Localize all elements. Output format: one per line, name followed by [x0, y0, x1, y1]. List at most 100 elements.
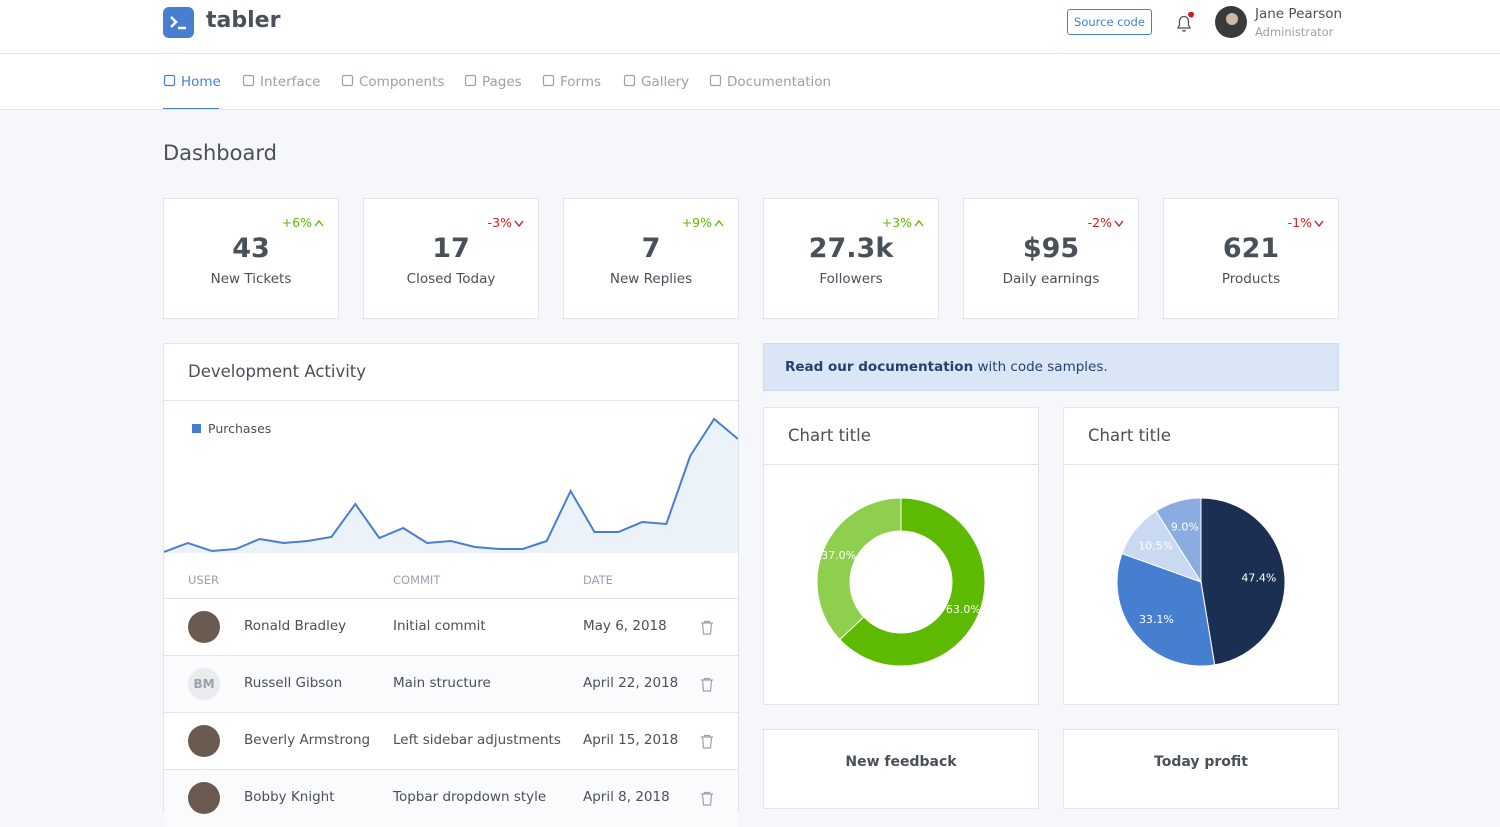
slice-label: 63.0% — [946, 603, 981, 616]
avatar — [188, 611, 220, 643]
icon-shape — [163, 74, 176, 87]
stat-value: 27.3k — [808, 233, 894, 264]
card-title: New feedback — [845, 754, 957, 770]
nav-item[interactable]: Components — [341, 74, 444, 90]
delete-icon[interactable] — [700, 677, 714, 692]
slice-label: 33.1% — [1139, 613, 1174, 626]
icon-shape — [464, 74, 477, 87]
header: tabler Source code Jane Pearson Administ… — [0, 0, 1500, 54]
commit-date: April 15, 2018 — [583, 732, 679, 748]
arrow — [1314, 220, 1324, 228]
stat-change: +6% — [282, 215, 324, 230]
icon-shape — [542, 74, 555, 87]
nav-icon — [242, 74, 255, 87]
alert-text: with code samples. — [977, 359, 1108, 375]
stat-change: +9% — [682, 215, 724, 230]
user-role: Administrator — [1255, 25, 1334, 39]
trend-icon — [1114, 220, 1124, 228]
activity-card: Development Activity Purchases USER COMMI… — [163, 343, 739, 827]
table-row: Beverly Armstrong Left sidebar adjustment… — [164, 712, 738, 770]
pie-card: Chart title 47.4% 33.1% 10.5% 9.0% — [1063, 407, 1339, 705]
nav-icon — [542, 74, 555, 87]
trash — [701, 620, 713, 635]
delete-icon[interactable] — [700, 620, 714, 635]
icon-shape — [242, 74, 255, 87]
nav-label[interactable]: Components — [359, 74, 445, 90]
slice-label: 10.5% — [1138, 540, 1173, 553]
commit-message: Topbar dropdown style — [393, 789, 547, 805]
stat-change: -2% — [1088, 215, 1124, 230]
source-code-button[interactable]: Source code — [1067, 9, 1152, 35]
avatar: BM — [188, 668, 220, 700]
change-text: -2% — [1087, 215, 1112, 230]
nav-item[interactable]: Gallery — [623, 74, 689, 90]
nav-item[interactable]: Pages — [464, 74, 522, 90]
slice-label: 37.0% — [821, 549, 856, 562]
stat-card: -2% $95 Daily earnings — [963, 198, 1139, 319]
delete-icon[interactable] — [700, 734, 714, 749]
notifications[interactable] — [1174, 12, 1196, 34]
icon-shape — [709, 74, 722, 87]
change-text: +6% — [281, 215, 312, 230]
stat-value: 7 — [641, 233, 661, 264]
nav-item[interactable]: Interface — [242, 74, 320, 90]
arrow — [1114, 220, 1124, 228]
delete-icon[interactable] — [700, 791, 714, 806]
arrow — [514, 220, 524, 228]
nav-label[interactable]: Home — [181, 74, 221, 90]
stat-value: 43 — [232, 233, 270, 264]
stat-label: New Replies — [609, 271, 693, 287]
nav-item[interactable]: Home — [163, 74, 221, 90]
activity-chart: Purchases — [164, 417, 738, 553]
brand-logo[interactable] — [163, 7, 194, 38]
nav-icon — [623, 74, 636, 87]
stat-card: -1% 621 Products — [1163, 198, 1339, 319]
area — [164, 419, 738, 553]
slice — [839, 497, 986, 667]
active-underline — [163, 108, 219, 109]
slice — [816, 497, 902, 641]
stat-value: 621 — [1222, 233, 1280, 264]
commit-table: USER COMMIT DATE Ronald Bradley Initial comm… — [164, 555, 738, 827]
change-text: -1% — [1287, 215, 1312, 230]
nav-label[interactable]: Pages — [482, 74, 522, 90]
nav-label[interactable]: Interface — [260, 74, 321, 90]
nav-item[interactable]: Documentation — [709, 74, 831, 90]
change-text: -3% — [487, 215, 512, 230]
stat-card: +9% 7 New Replies — [563, 198, 739, 319]
nav-label[interactable]: Gallery — [641, 74, 690, 90]
info-alert: Read our documentation with code samples… — [763, 343, 1339, 391]
pie-chart: 47.4% 33.1% 10.5% 9.0% — [1116, 497, 1286, 667]
nav-label[interactable]: Forms — [560, 74, 602, 90]
stat-value: $95 — [1022, 233, 1080, 264]
avatar — [188, 725, 220, 757]
divider — [164, 400, 738, 401]
stat-label: New Tickets — [210, 271, 292, 287]
brand-name[interactable]: tabler — [206, 8, 281, 33]
feedback-card: New feedback — [763, 729, 1039, 809]
arrow — [914, 219, 924, 227]
stat-label: Closed Today — [406, 271, 496, 287]
nav-item[interactable]: Forms — [542, 74, 601, 90]
user-name: Beverly Armstrong — [244, 732, 371, 748]
stat-label: Followers — [819, 271, 883, 287]
alert-link[interactable]: Read our documentation — [785, 359, 974, 375]
slice-label: 47.4% — [1241, 571, 1276, 584]
trend-icon — [714, 219, 724, 227]
user-name[interactable]: Jane Pearson — [1255, 6, 1343, 22]
nav-icon — [341, 74, 354, 87]
arrow — [714, 219, 724, 227]
nav-icon — [464, 74, 477, 87]
change-text: +9% — [681, 215, 712, 230]
nav-label[interactable]: Documentation — [727, 74, 832, 90]
arrow — [314, 219, 324, 227]
icon-shape — [341, 74, 354, 87]
divider — [764, 464, 1038, 465]
trend-icon — [1314, 220, 1324, 228]
stat-card: +3% 27.3k Followers — [763, 198, 939, 319]
user-name: Ronald Bradley — [244, 618, 347, 634]
table-row: Ronald Bradley Initial commit May 6, 2018 — [164, 598, 738, 656]
nav-icon — [163, 74, 176, 87]
user-avatar[interactable] — [1215, 6, 1247, 38]
trash — [701, 734, 713, 749]
